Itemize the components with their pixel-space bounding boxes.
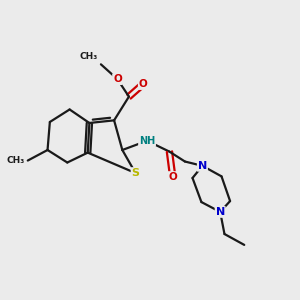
Text: O: O	[168, 172, 177, 182]
Text: CH₃: CH₃	[80, 52, 98, 61]
Text: S: S	[131, 168, 140, 178]
Text: O: O	[139, 79, 148, 89]
Text: N: N	[198, 161, 207, 171]
Text: N: N	[216, 207, 225, 217]
Text: O: O	[113, 74, 122, 84]
Text: NH: NH	[139, 136, 155, 146]
Text: CH₃: CH₃	[6, 156, 25, 165]
